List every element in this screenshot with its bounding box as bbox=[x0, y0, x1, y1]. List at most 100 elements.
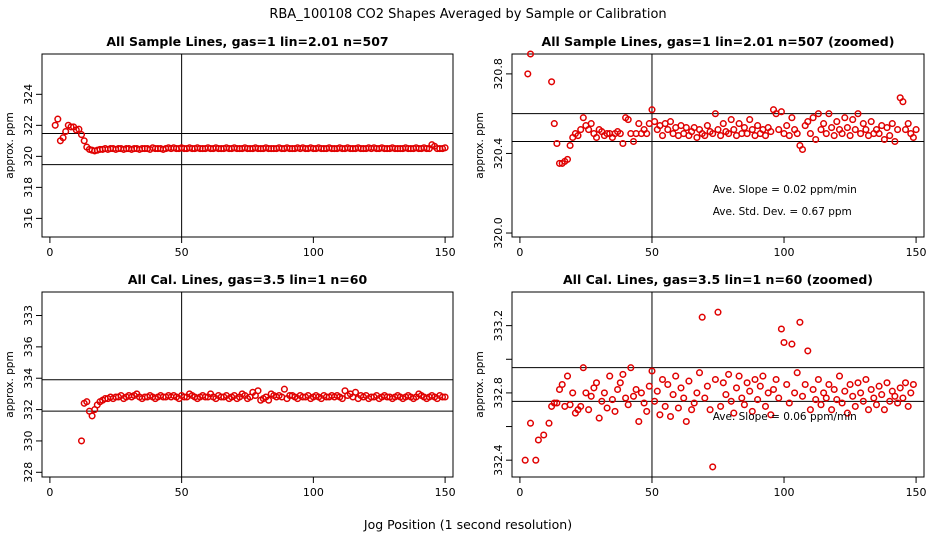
y-axis-label: approx. ppm bbox=[474, 112, 486, 178]
data-point bbox=[545, 419, 553, 427]
data-point bbox=[566, 401, 574, 409]
data-point bbox=[838, 399, 846, 407]
data-point bbox=[740, 401, 748, 409]
data-point bbox=[624, 116, 632, 124]
data-point bbox=[658, 132, 667, 140]
data-point bbox=[912, 126, 920, 134]
data-point bbox=[265, 396, 273, 404]
x-tick-label: 50 bbox=[175, 486, 189, 499]
data-point bbox=[553, 139, 561, 148]
data-point bbox=[653, 387, 661, 395]
data-point bbox=[709, 130, 717, 138]
data-point bbox=[875, 130, 883, 138]
data-point bbox=[585, 126, 593, 134]
data-point bbox=[727, 116, 735, 124]
data-point bbox=[854, 379, 862, 387]
plot-frame bbox=[41, 53, 454, 238]
data-point bbox=[685, 377, 693, 385]
data-point bbox=[798, 392, 807, 400]
data-point bbox=[709, 463, 717, 471]
data-point bbox=[569, 389, 577, 397]
data-point bbox=[849, 392, 857, 400]
data-point bbox=[611, 407, 619, 415]
data-point bbox=[767, 128, 775, 136]
data-point bbox=[796, 318, 804, 326]
data-point bbox=[640, 399, 648, 407]
data-point bbox=[846, 132, 854, 140]
data-point bbox=[574, 132, 582, 140]
y-tick-label: 332 bbox=[22, 399, 35, 420]
data-point bbox=[785, 132, 793, 140]
data-point bbox=[825, 110, 833, 118]
data-point bbox=[830, 385, 838, 394]
data-point bbox=[867, 118, 875, 126]
data-point bbox=[603, 404, 611, 412]
data-point bbox=[812, 135, 820, 144]
data-point bbox=[754, 396, 762, 404]
data-point bbox=[690, 399, 698, 407]
figure-xlabel: Jog Position (1 second resolution) bbox=[363, 517, 572, 532]
panel-4: All Cal. Lines, gas=3.5 lin=1 n=60 (zoom… bbox=[474, 272, 927, 499]
data-point bbox=[804, 347, 812, 355]
data-point bbox=[423, 145, 431, 153]
annotation: Ave. Std. Dev. = 0.67 ppm bbox=[713, 206, 852, 218]
data-point bbox=[624, 401, 632, 409]
data-point bbox=[899, 394, 907, 402]
data-point bbox=[706, 406, 714, 414]
data-point bbox=[909, 133, 917, 142]
data-point bbox=[83, 398, 91, 406]
data-point bbox=[587, 120, 595, 128]
data-point bbox=[579, 364, 587, 372]
data-point bbox=[793, 369, 801, 377]
data-point bbox=[783, 380, 791, 389]
data-point bbox=[77, 131, 86, 139]
data-point bbox=[441, 144, 449, 152]
data-point bbox=[894, 126, 902, 134]
data-point bbox=[714, 308, 722, 316]
data-point bbox=[849, 116, 857, 124]
data-point bbox=[645, 382, 653, 390]
x-tick-label: 50 bbox=[175, 246, 189, 259]
data-point bbox=[627, 364, 635, 372]
data-point bbox=[793, 130, 801, 138]
data-point bbox=[909, 380, 917, 389]
data-point bbox=[635, 417, 643, 426]
x-tick-label: 150 bbox=[906, 486, 927, 499]
plot-frame bbox=[41, 291, 454, 478]
data-point bbox=[828, 124, 836, 132]
data-point bbox=[748, 126, 756, 134]
data-point bbox=[622, 394, 630, 402]
plot-frame bbox=[511, 53, 925, 238]
data-point bbox=[280, 385, 288, 393]
data-point bbox=[680, 394, 688, 402]
data-point bbox=[717, 402, 725, 410]
y-tick-label: 320.0 bbox=[492, 217, 505, 249]
data-point bbox=[857, 389, 865, 397]
data-point bbox=[864, 406, 873, 414]
data-points bbox=[51, 115, 449, 155]
data-point bbox=[870, 394, 878, 402]
data-point bbox=[880, 406, 888, 414]
data-point bbox=[814, 110, 822, 118]
data-point bbox=[62, 127, 70, 136]
data-point bbox=[878, 391, 886, 399]
data-point bbox=[80, 137, 88, 145]
data-point bbox=[812, 396, 820, 404]
x-tick-label: 150 bbox=[906, 246, 927, 259]
data-point bbox=[693, 133, 701, 142]
data-point bbox=[717, 132, 725, 140]
data-point bbox=[857, 130, 865, 138]
data-point bbox=[637, 389, 645, 397]
data-point bbox=[822, 130, 830, 138]
data-point bbox=[635, 120, 643, 128]
data-point bbox=[886, 132, 894, 140]
data-point bbox=[553, 399, 561, 407]
data-point bbox=[767, 411, 775, 419]
data-point bbox=[843, 124, 851, 132]
data-point bbox=[711, 375, 719, 384]
data-point bbox=[788, 340, 796, 348]
data-point bbox=[830, 132, 838, 140]
data-point bbox=[629, 392, 638, 400]
data-point bbox=[743, 130, 751, 138]
